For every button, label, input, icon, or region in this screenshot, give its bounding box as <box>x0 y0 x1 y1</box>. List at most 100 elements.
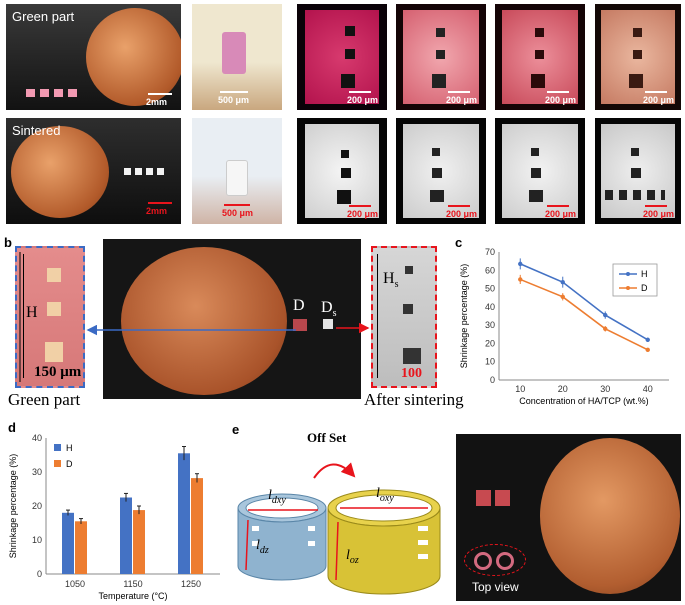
top-view-label: Top view <box>472 580 519 594</box>
photo-sintered-detail-4: 200 μm <box>595 118 681 224</box>
x-tick-label: 10 <box>515 384 525 394</box>
y-tick-label: 0 <box>37 569 42 579</box>
offset-arrow <box>313 462 356 479</box>
x-tick-label: 1250 <box>181 579 201 589</box>
y-tick-label: 0 <box>490 375 495 385</box>
tag-green-part: Green part <box>12 9 75 24</box>
y-tick-label: 10 <box>485 357 495 367</box>
x-axis-label: Temperature (°C) <box>98 591 167 601</box>
label-l-oz: loz <box>346 548 359 566</box>
scale-label: 150 μm <box>34 364 82 380</box>
y-tick-label: 20 <box>32 501 42 511</box>
data-point-D <box>603 326 608 331</box>
bar-H <box>62 512 74 574</box>
data-point-H <box>518 261 523 267</box>
bar-H <box>120 497 132 574</box>
shrinkage-vs-temperature-chart: 0 10 20 30 40 1050 1150 1250 Temperature (°C) Shr… <box>8 433 220 601</box>
bar-D <box>191 478 203 574</box>
photo-green-part-side: 500 μm <box>192 4 282 110</box>
tag-sintered: Sintered <box>12 123 61 138</box>
photo-green-part-detail-3: 200 μm <box>495 4 585 110</box>
panel-label-e: e <box>232 422 240 437</box>
sintered-cylinder <box>226 160 248 196</box>
x-axis-label: Concentration of HA/TCP (wt.%) <box>519 396 648 406</box>
y-tick-label: 40 <box>32 433 42 443</box>
panel-label-c: c <box>455 235 463 250</box>
y-tick-label: 30 <box>32 467 42 477</box>
label-D: D <box>293 297 305 314</box>
data-point-D <box>560 294 565 299</box>
scale-bar: 500 μm <box>222 204 253 218</box>
height-arrow <box>377 254 378 378</box>
legend-label-H: H <box>641 269 648 279</box>
data-point-D <box>645 347 650 353</box>
legend-label-D: D <box>641 283 648 293</box>
photo-sintered-detail-1: 200 μm <box>297 118 387 224</box>
caption-after-sintering: After sintering <box>364 390 464 409</box>
scale-bar: 200 μm <box>545 205 576 219</box>
bar-D <box>75 521 87 574</box>
legend-box <box>612 263 658 297</box>
legend-label-H: H <box>66 443 73 453</box>
panel-label-d: d <box>8 420 16 435</box>
x-tick-label: 20 <box>558 384 568 394</box>
label-Ds: Ds <box>321 299 337 320</box>
y-tick-label: 20 <box>485 338 495 348</box>
sintered-parts <box>124 168 166 175</box>
series-line-D <box>519 278 649 351</box>
height-arrow <box>23 254 24 378</box>
green-parts <box>26 89 81 97</box>
scale-bar: 200 μm <box>643 91 674 105</box>
bar-D <box>133 510 145 574</box>
y-tick-label: 30 <box>485 320 495 330</box>
penny <box>11 126 109 218</box>
label-Hs: Hs <box>383 270 399 291</box>
photo-green-part-detail-4: 200 μm <box>595 4 681 110</box>
y-axis-label: Shrinkage percentage (%) <box>8 454 18 559</box>
bar-H <box>178 453 190 574</box>
y-tick-label: 10 <box>32 535 42 545</box>
legend-swatch-H <box>54 444 61 451</box>
panel-label-b: b <box>4 235 12 250</box>
photo-green-part-detail-2: 200 μm <box>396 4 486 110</box>
photo-green-part-closeup: H 150 μm <box>15 246 85 388</box>
scale-bar: 200 μm <box>347 91 378 105</box>
caption-green-part: Green part <box>8 390 81 409</box>
legend-swatch-D <box>54 460 61 467</box>
data-point-H <box>560 279 565 285</box>
scale-bar: 2mm <box>146 202 172 216</box>
x-tick-label: 40 <box>643 384 653 394</box>
y-tick-label: 40 <box>485 302 495 312</box>
photo-sintered-penny: Sintered 2mm <box>6 118 181 224</box>
photo-sintered-closeup: Hs 100 μm <box>371 246 437 388</box>
offset-diagram <box>237 462 441 595</box>
y-tick-label: 60 <box>485 265 495 275</box>
y-tick-label: 50 <box>485 284 495 294</box>
shrinkage-vs-concentration-chart: 0 10 20 30 40 50 60 70 10 20 30 40 Concentration of … <box>459 247 669 406</box>
green-part-sample <box>293 319 307 331</box>
x-tick-label: 1150 <box>123 579 142 589</box>
series-line-H <box>519 263 649 341</box>
photo-sintered-side: 500 μm <box>192 118 282 224</box>
y-axis-label: Shrinkage percentage (%) <box>459 264 469 369</box>
photo-green-part-detail-1: 200 μm <box>297 4 387 110</box>
data-point-H <box>603 312 608 318</box>
photo-sintered-detail-3: 200 μm <box>495 118 585 224</box>
penny <box>121 247 287 395</box>
yellow-ring-body <box>327 507 441 595</box>
scale-label: 100 μm <box>401 366 422 386</box>
offset-label: Off Set <box>307 430 347 445</box>
penny <box>540 438 680 594</box>
data-point-H <box>645 337 650 342</box>
x-tick-label: 30 <box>600 384 610 394</box>
top-view-highlight <box>464 544 526 576</box>
penny <box>86 8 181 106</box>
photo-sintered-detail-2: 200 μm <box>396 118 486 224</box>
scale-bar: 200 μm <box>643 205 674 219</box>
label-l-dz: ldz <box>256 538 269 556</box>
x-tick-label: 1050 <box>65 579 85 589</box>
data-point-D <box>518 277 523 282</box>
blue-ring-body <box>237 507 327 581</box>
samples-side <box>476 490 510 506</box>
